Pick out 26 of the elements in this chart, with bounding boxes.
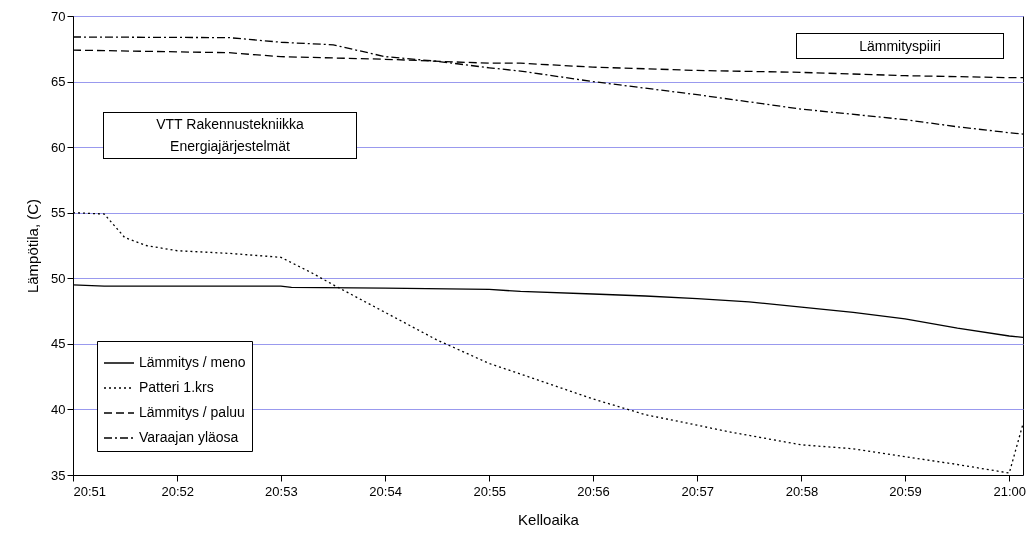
y-tick-label: 45 xyxy=(51,336,66,352)
y-tick-label: 50 xyxy=(51,270,66,286)
y-tick-label: 65 xyxy=(51,74,66,90)
text-box: VTT Rakennustekniikka Energiajärjestelmät xyxy=(103,112,357,159)
legend-label: Varaajan yläosa xyxy=(139,429,239,445)
x-tick-label: 20:51 xyxy=(73,483,107,499)
x-tick-label: 21:00 xyxy=(993,483,1027,499)
y-tick-label: 60 xyxy=(51,139,66,155)
y-tick-label: 70 xyxy=(51,8,66,24)
x-tick-label: 20:59 xyxy=(889,483,922,499)
legend-label: Lämmitys / paluu xyxy=(139,404,245,420)
y-axis-title: Lämpötila, (C) xyxy=(24,198,42,294)
x-tick-label: 20:58 xyxy=(785,483,819,499)
y-tick-label: 35 xyxy=(51,467,66,483)
x-tick-label: 20:53 xyxy=(265,483,298,499)
x-tick-label: 20:56 xyxy=(577,483,610,499)
legend-label: Lämmitys / meno xyxy=(139,354,246,370)
y-tick-label: 55 xyxy=(51,205,66,221)
x-tick-label: 20:54 xyxy=(369,483,402,499)
y-tick-label: 40 xyxy=(51,401,66,417)
x-tick-label: 20:52 xyxy=(161,483,195,499)
x-axis-title: Kelloaika xyxy=(518,510,580,528)
legend-label: Patteri 1.krs xyxy=(139,379,214,395)
text-box: Lämmityspiiri xyxy=(796,33,1004,59)
x-tick-label: 20:57 xyxy=(681,483,714,499)
x-tick-label: 20:55 xyxy=(473,483,507,499)
